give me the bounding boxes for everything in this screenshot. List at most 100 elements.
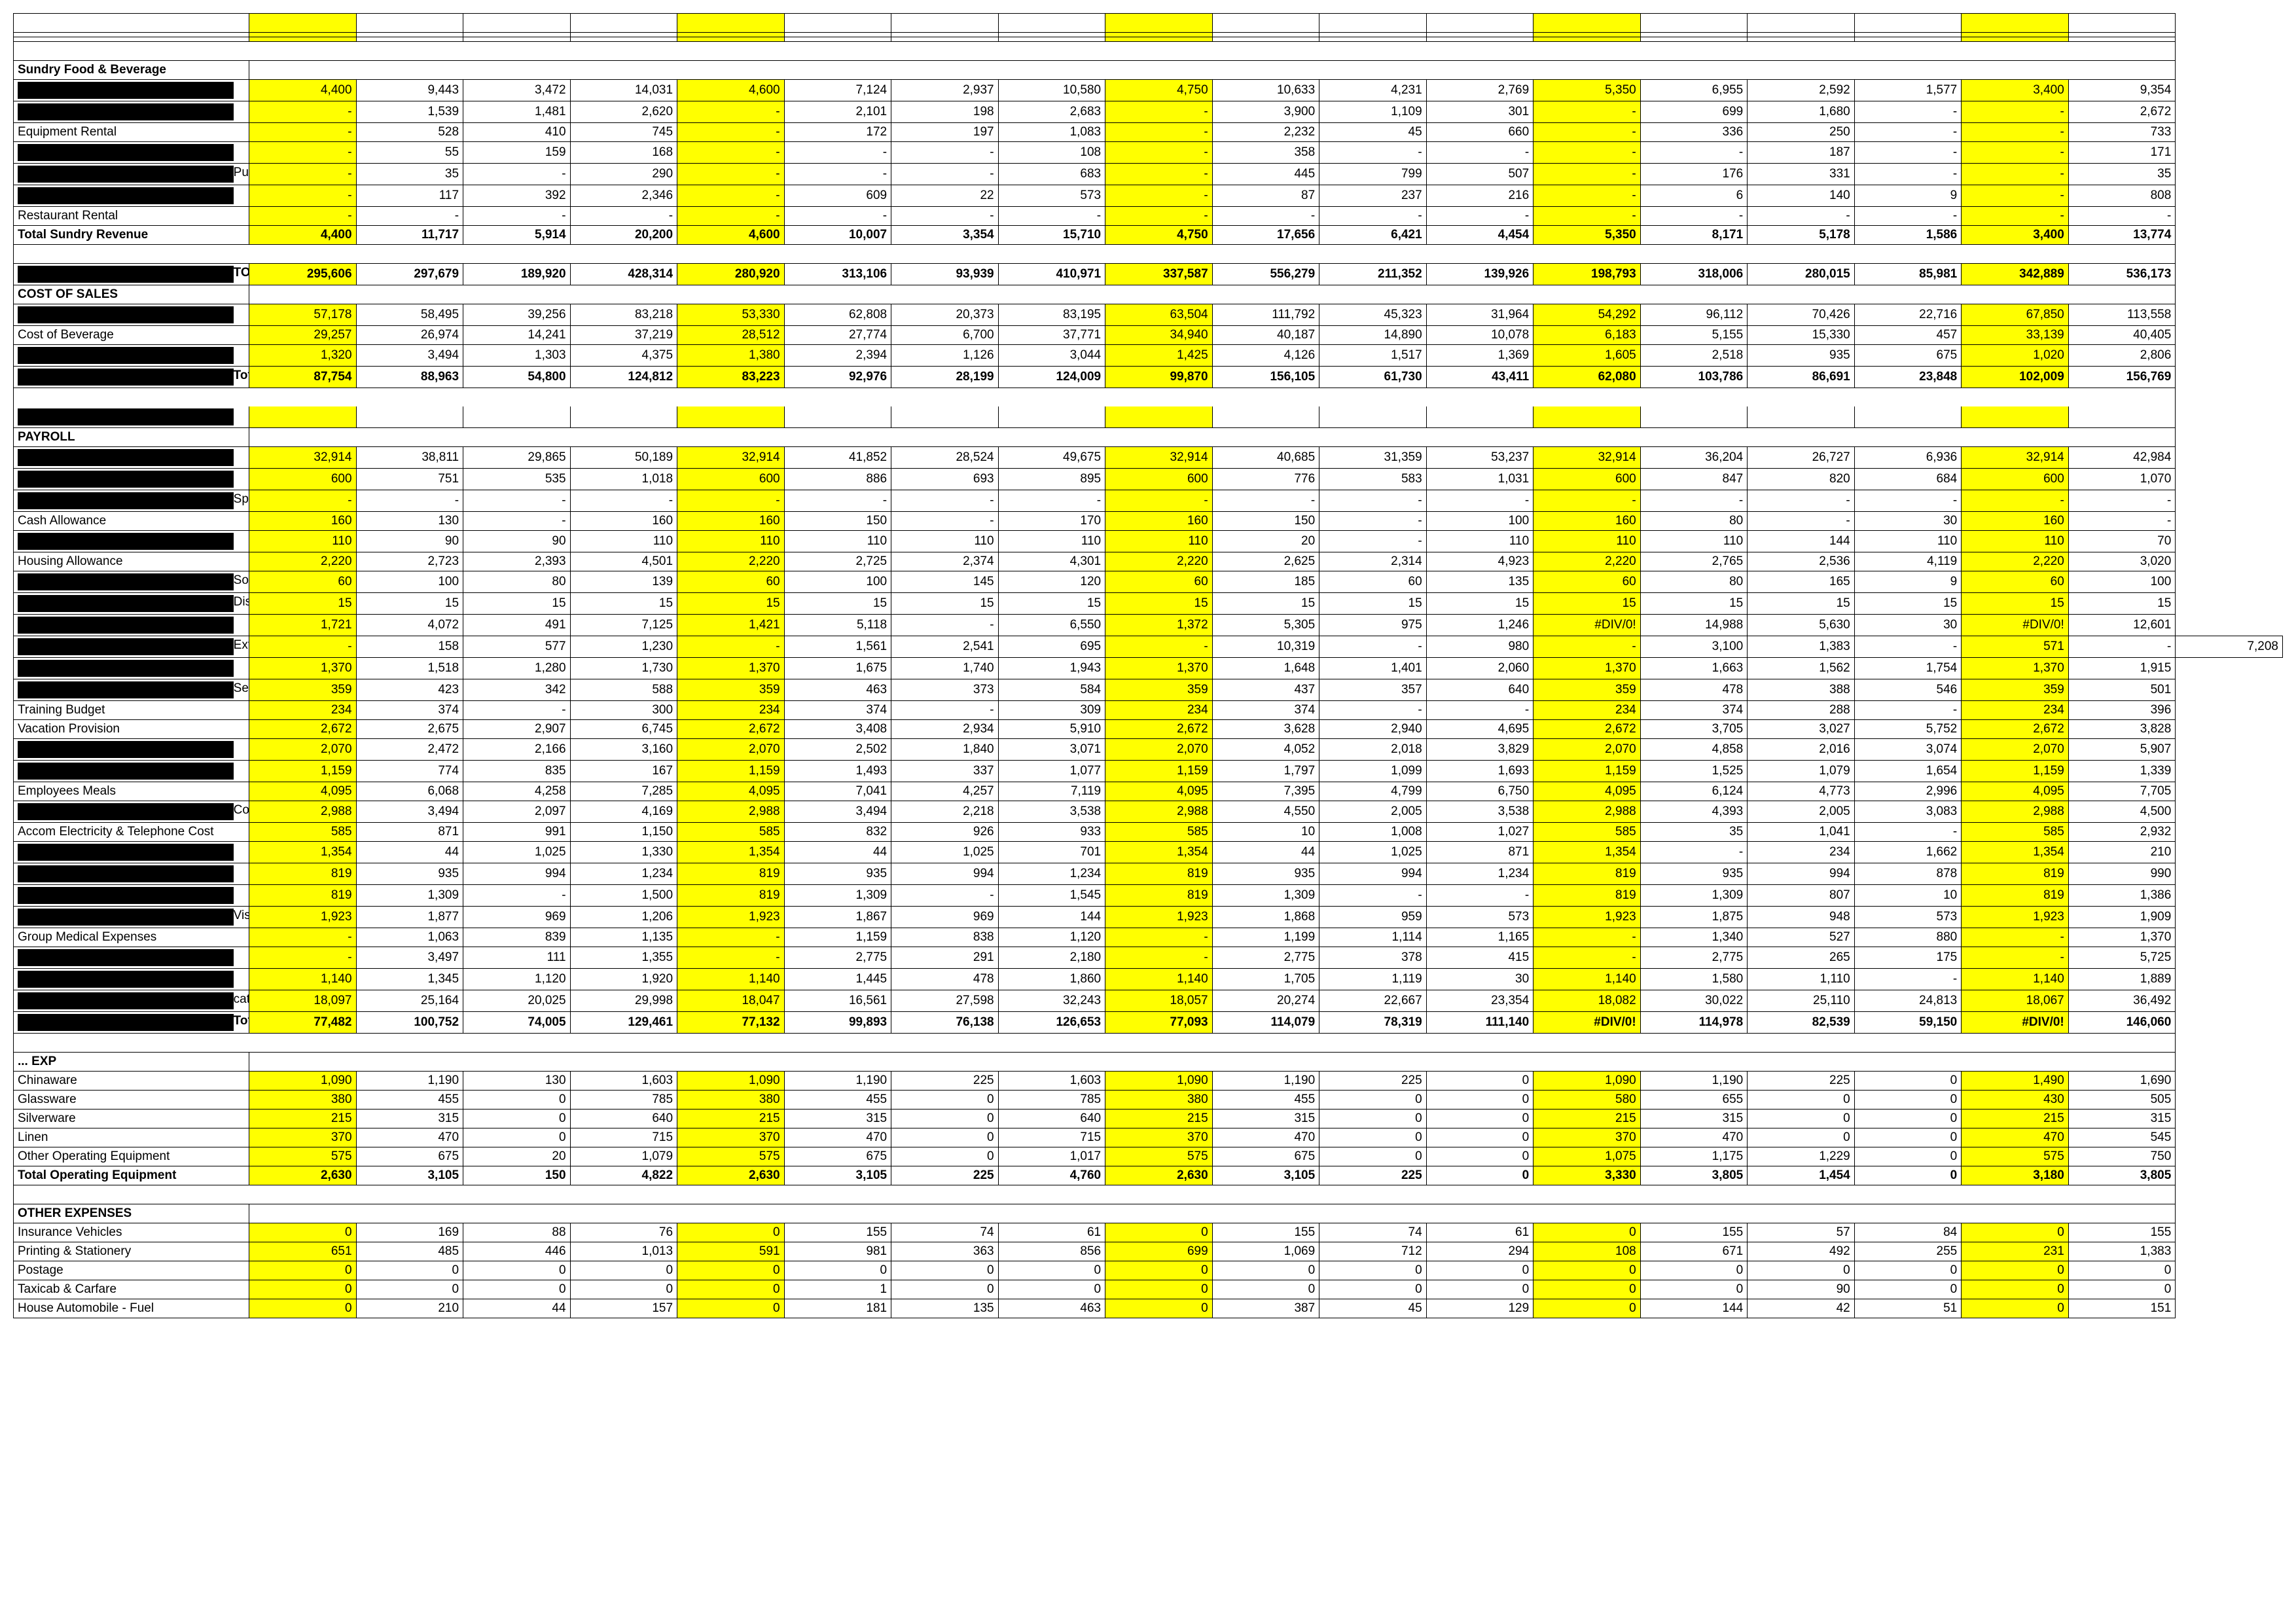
cell-value[interactable]: - (891, 164, 999, 185)
cell-value[interactable]: 2,625 (1212, 552, 1319, 571)
cell-value[interactable]: 357 (1319, 679, 1427, 701)
cell-value[interactable]: 15 (1105, 593, 1213, 615)
cell-value[interactable]: 3,494 (356, 801, 463, 823)
cell-value[interactable]: 981 (784, 1242, 891, 1261)
cell-value[interactable]: 1,663 (1640, 658, 1748, 679)
cell-value[interactable]: 100,752 (356, 1012, 463, 1034)
cell-value[interactable]: 62,808 (784, 304, 891, 326)
cell-value[interactable]: 969 (463, 907, 571, 928)
cell-value[interactable]: 3,705 (1640, 720, 1748, 739)
cell-value[interactable]: 10,580 (998, 80, 1105, 101)
cell-value[interactable]: - (1105, 490, 1213, 512)
cell-value[interactable]: 2,675 (356, 720, 463, 739)
cell-value[interactable]: 2,166 (463, 739, 571, 761)
cell-value[interactable]: 4,858 (1640, 739, 1748, 761)
cell-value[interactable]: 1,114 (1319, 928, 1427, 947)
cell-value[interactable]: - (1854, 142, 1962, 164)
cell-value[interactable]: 36,204 (1640, 447, 1748, 469)
cell-value[interactable]: 1,041 (1748, 823, 1855, 842)
cell-value[interactable]: 2,220 (677, 552, 785, 571)
cell-value[interactable]: 23,848 (1854, 367, 1962, 388)
cell-value[interactable]: 60 (1319, 571, 1427, 593)
cell-value[interactable]: 342,889 (1962, 264, 2069, 285)
cell-value[interactable]: 4,600 (677, 226, 785, 245)
cell-value[interactable]: 935 (784, 863, 891, 885)
cell-value[interactable]: 410 (463, 123, 571, 142)
cell-value[interactable]: 745 (570, 123, 677, 142)
cell-value[interactable]: 14,031 (570, 80, 677, 101)
cell-value[interactable]: 35 (2068, 164, 2176, 185)
cell-value[interactable]: 150 (463, 1166, 571, 1185)
cell-value[interactable]: 7,119 (998, 782, 1105, 801)
cell-value[interactable]: 1,721 (249, 615, 357, 636)
month-header-5[interactable] (784, 14, 891, 33)
cell-value[interactable]: 3,330 (1534, 1166, 1641, 1185)
cell-value[interactable]: 2,060 (1426, 658, 1534, 679)
cell-value[interactable]: 994 (891, 863, 999, 885)
cell-value[interactable]: 2,070 (249, 739, 357, 761)
cell-value[interactable]: 4,550 (1212, 801, 1319, 823)
cell-value[interactable]: 67,850 (1962, 304, 2069, 326)
cell-value[interactable]: 446 (463, 1242, 571, 1261)
cell-value[interactable]: 10,007 (784, 226, 891, 245)
cell-value[interactable]: 1,083 (998, 123, 1105, 142)
cell-value[interactable]: 575 (249, 1147, 357, 1166)
cell-value[interactable]: 0 (1426, 1091, 1534, 1110)
cell-value[interactable]: 297,679 (356, 264, 463, 285)
cell-value[interactable]: 74 (891, 1223, 999, 1242)
cell-value[interactable]: - (1534, 142, 1641, 164)
cell-value[interactable]: 926 (891, 823, 999, 842)
cell-value[interactable]: 871 (1426, 842, 1534, 863)
cell-value[interactable]: 2,723 (356, 552, 463, 571)
cell-value[interactable]: 108 (1534, 1242, 1641, 1261)
cell-value[interactable]: 4,119 (1854, 552, 1962, 571)
cell-value[interactable]: - (1105, 636, 1213, 658)
cell-value[interactable]: 50,189 (570, 447, 677, 469)
month-header-2[interactable] (463, 14, 571, 33)
cell-value[interactable]: 378 (1319, 947, 1427, 969)
cell-value[interactable]: 15,330 (1748, 326, 1855, 345)
cell-value[interactable]: - (249, 490, 357, 512)
month-header-4[interactable] (677, 14, 785, 33)
cell-value[interactable]: 318,006 (1640, 264, 1748, 285)
cell-value[interactable]: 0 (1105, 1299, 1213, 1318)
cell-value[interactable]: 2,672 (1962, 720, 2069, 739)
cell-value[interactable]: 374 (1640, 701, 1748, 720)
cell-value[interactable]: 1,018 (570, 469, 677, 490)
cell-value[interactable]: 969 (891, 907, 999, 928)
cell-value[interactable]: 0 (463, 1128, 571, 1147)
cell-value[interactable]: - (1962, 123, 2069, 142)
cell-value[interactable]: 45 (1319, 123, 1427, 142)
cell-value[interactable]: 1,229 (1748, 1147, 1855, 1166)
cell-value[interactable]: 1,909 (2068, 907, 2176, 928)
cell-value[interactable]: 715 (570, 1128, 677, 1147)
cell-value[interactable]: 88,963 (356, 367, 463, 388)
cell-value[interactable]: 3,494 (784, 801, 891, 823)
cell-value[interactable]: 110 (249, 531, 357, 552)
cell-value[interactable]: - (1426, 490, 1534, 512)
cell-value[interactable]: - (1854, 490, 1962, 512)
cell-value[interactable]: 808 (2068, 185, 2176, 207)
cell-value[interactable]: 51 (1854, 1299, 1962, 1318)
cell-value[interactable]: 415 (1426, 947, 1534, 969)
cell-value[interactable]: - (1105, 123, 1213, 142)
cell-value[interactable]: 819 (677, 885, 785, 907)
cell-value[interactable]: 470 (1640, 1128, 1748, 1147)
cell-value[interactable]: 1,199 (1212, 928, 1319, 947)
cell-value[interactable]: 171 (2068, 142, 2176, 164)
cell-value[interactable]: 1,025 (463, 842, 571, 863)
cell-value[interactable]: - (1212, 490, 1319, 512)
cell-value[interactable]: 5,305 (1212, 615, 1319, 636)
cell-value[interactable]: 1,140 (1105, 969, 1213, 990)
cell-value[interactable]: 110 (1534, 531, 1641, 552)
cell-value[interactable]: 2,070 (1534, 739, 1641, 761)
cell-value[interactable]: 225 (891, 1166, 999, 1185)
cell-value[interactable]: 585 (1962, 823, 2069, 842)
cell-value[interactable]: #DIV/0! (1962, 1012, 2069, 1034)
cell-value[interactable]: 4,695 (1426, 720, 1534, 739)
cell-value[interactable]: 651 (249, 1242, 357, 1261)
cell-value[interactable]: 1,680 (1748, 101, 1855, 123)
cell-value[interactable]: 20 (463, 1147, 571, 1166)
cell-value[interactable]: 5,907 (2068, 739, 2176, 761)
cell-value[interactable]: 2,620 (570, 101, 677, 123)
